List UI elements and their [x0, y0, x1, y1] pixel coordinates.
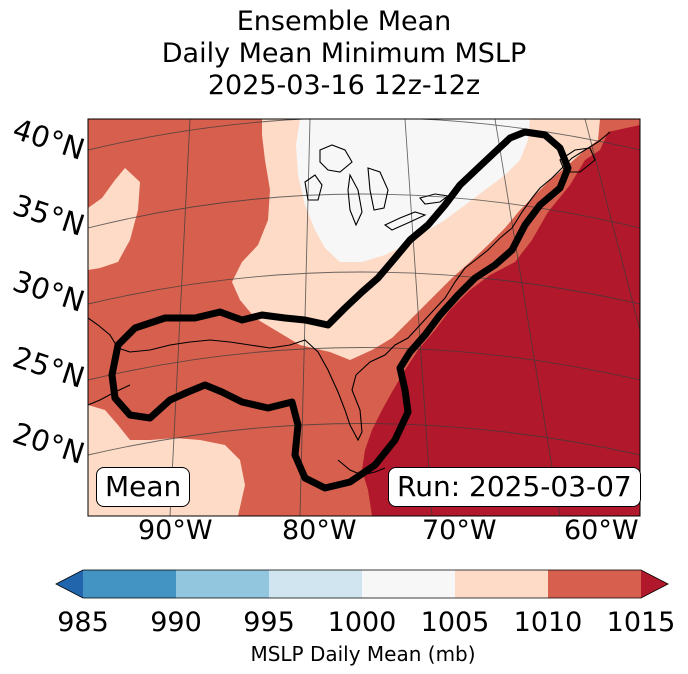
colorbar-outline — [55, 569, 669, 599]
colorbar-tick-1010: 1010 — [513, 607, 583, 638]
colorbar-arrow-low — [56, 570, 83, 598]
colorbar-tick-1005: 1005 — [420, 607, 490, 638]
field-1000-1005 — [296, 119, 530, 262]
field-1005-1010-west — [88, 168, 140, 270]
field-1015-plus — [362, 125, 640, 516]
colorbar-tick-990: 990 — [150, 607, 202, 638]
colorbar-bin-1000-1005 — [362, 570, 455, 598]
colorbar-bin-1005-1010 — [455, 570, 548, 598]
colorbar-bin-995-1000 — [269, 570, 362, 598]
title-line-1: Ensemble Mean — [236, 6, 452, 37]
colorbar-tick-995: 995 — [243, 607, 295, 638]
colorbar-bin-1010-1015 — [548, 570, 641, 598]
title-line-2: Daily Mean Minimum MSLP — [161, 38, 527, 69]
colorbar-bin-990-995 — [176, 570, 269, 598]
colorbar-arrow-high — [641, 570, 668, 598]
mean-contour-outline — [108, 128, 572, 492]
colorbar-tick-1015: 1015 — [606, 607, 676, 638]
run-date-box: Run: 2025-03-07 — [388, 467, 641, 507]
lon-label-80w: 80°W — [282, 515, 357, 546]
title-line-3: 2025-03-16 12z-12z — [207, 70, 481, 101]
colorbar — [55, 569, 669, 599]
mean-label-box: Mean — [96, 467, 191, 507]
lon-label-90w: 90°W — [138, 515, 213, 546]
colorbar-tick-985: 985 — [57, 607, 109, 638]
colorbar-label: MSLP Daily Mean (mb) — [250, 642, 476, 666]
colorbar-bin-985-990 — [83, 570, 176, 598]
lon-label-60w: 60°W — [564, 515, 639, 546]
lon-label-70w: 70°W — [422, 515, 497, 546]
map-frame — [87, 118, 641, 517]
colorbar-tick-1000: 1000 — [327, 607, 397, 638]
